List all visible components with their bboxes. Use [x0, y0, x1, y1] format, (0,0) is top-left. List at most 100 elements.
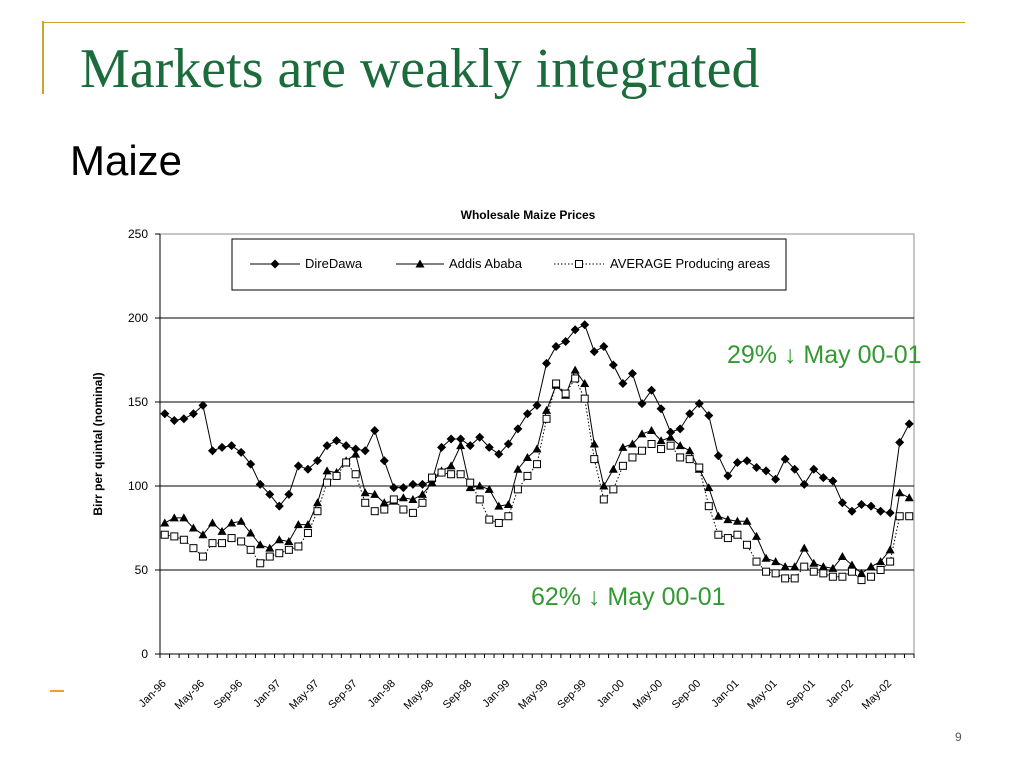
square-marker — [208, 539, 217, 548]
square-marker — [428, 473, 437, 482]
square-marker — [284, 545, 293, 554]
square-marker — [475, 495, 484, 504]
square-marker — [666, 441, 675, 450]
square-marker — [828, 572, 837, 581]
triangle-marker — [513, 464, 523, 473]
triangle-marker — [704, 483, 714, 492]
square-marker — [313, 507, 322, 516]
diamond-marker — [895, 437, 905, 447]
triangle-marker — [809, 558, 819, 567]
diamond-marker — [847, 506, 857, 516]
diamond-marker — [179, 414, 189, 424]
triangle-marker — [599, 481, 609, 490]
triangle-marker — [647, 426, 657, 435]
square-marker — [351, 470, 360, 479]
square-marker — [437, 468, 446, 477]
diamond-marker — [828, 476, 838, 486]
square-marker — [466, 478, 475, 487]
square-marker — [752, 557, 761, 566]
square-marker — [857, 576, 866, 585]
diamond-marker — [647, 385, 657, 395]
square-marker — [332, 471, 341, 480]
triangle-marker — [303, 520, 313, 529]
diamond-marker — [408, 479, 418, 489]
triangle-marker — [503, 499, 513, 508]
square-marker — [695, 463, 704, 472]
x-tick-label: May-00 — [631, 678, 665, 712]
diamond-marker — [752, 463, 762, 473]
square-marker — [323, 478, 332, 487]
diamond-marker — [246, 459, 256, 469]
diamond-marker — [274, 501, 284, 511]
x-tick-label: Jan-00 — [595, 678, 627, 710]
diamond-marker — [322, 441, 332, 451]
triangle-marker — [742, 516, 752, 525]
y-axis-label: Birr per quintal (nominal) — [91, 372, 105, 515]
diamond-marker — [771, 474, 781, 484]
triangle-marker — [312, 498, 322, 507]
diamond-marker — [332, 436, 342, 446]
square-marker — [227, 534, 236, 543]
diamond-marker — [761, 466, 771, 476]
legend-box — [231, 238, 787, 291]
square-marker — [867, 572, 876, 581]
y-tick-label: 250 — [128, 227, 148, 241]
diamond-marker — [561, 337, 571, 347]
y-tick-label: 0 — [141, 647, 148, 661]
square-marker — [447, 470, 456, 479]
square-marker — [618, 461, 627, 470]
triangle-marker — [904, 493, 914, 502]
legend-triangle-marker — [415, 259, 425, 268]
slide-title: Markets are weakly integrated — [80, 38, 760, 100]
triangle-marker — [752, 531, 762, 540]
x-tick-label: Jan-97 — [251, 678, 283, 710]
series-addis-ababa — [160, 365, 914, 577]
legend-diamond-marker — [270, 259, 280, 269]
bullet-dash — [50, 690, 64, 692]
triangle-marker — [675, 441, 685, 450]
square-marker — [408, 508, 417, 517]
square-marker — [647, 440, 656, 448]
square-marker — [637, 446, 646, 455]
square-marker — [256, 559, 265, 568]
triangle-marker — [666, 432, 676, 441]
price-change-annotation: 29% ↓ May 00-01 — [727, 341, 922, 369]
x-tick-label: Jan-96 — [137, 678, 169, 710]
triangle-marker — [207, 518, 217, 527]
diamond-marker — [513, 424, 523, 434]
triangle-marker — [799, 543, 809, 552]
square-marker — [189, 544, 198, 553]
diamond-marker — [790, 464, 800, 474]
chart: Wholesale Maize Prices Birr per quintal … — [80, 200, 940, 730]
square-marker — [399, 505, 408, 514]
diamond-marker — [904, 419, 914, 429]
diamond-marker — [809, 464, 819, 474]
triangle-marker — [255, 540, 265, 549]
diamond-marker — [351, 444, 361, 454]
triangle-marker — [876, 557, 886, 566]
diamond-marker — [255, 479, 265, 489]
legend-square-marker — [575, 260, 583, 268]
square-marker — [704, 502, 713, 511]
square-marker — [265, 552, 274, 561]
square-marker — [370, 507, 379, 516]
diamond-marker — [446, 434, 456, 444]
diamond-marker — [160, 409, 170, 419]
square-marker — [542, 414, 551, 423]
legend-label-average-producing-areas: AVERAGE Producing areas — [610, 256, 771, 271]
triangle-marker — [217, 526, 227, 535]
square-marker — [580, 394, 589, 403]
triangle-marker — [685, 446, 695, 455]
diamond-marker — [303, 464, 313, 474]
x-tick-label: May-96 — [173, 678, 207, 712]
square-marker — [742, 540, 751, 549]
triangle-marker — [284, 536, 294, 545]
square-marker — [609, 485, 618, 494]
diamond-marker — [599, 342, 609, 352]
triangle-marker — [408, 494, 418, 503]
square-marker — [657, 445, 666, 454]
triangle-marker — [608, 464, 618, 473]
square-marker — [275, 549, 284, 558]
square-marker — [342, 458, 351, 467]
triangle-marker — [837, 552, 847, 561]
